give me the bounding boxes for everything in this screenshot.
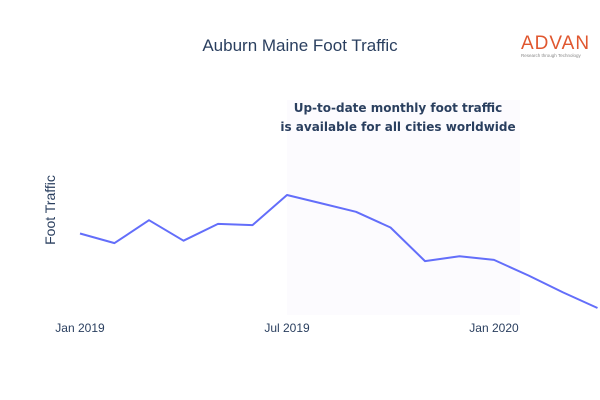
plot-shaded-region [287, 100, 520, 315]
logo-wordmark: ADVAN [521, 33, 590, 54]
x-tick-label: Jul 2019 [264, 321, 310, 335]
chart-title: Auburn Maine Foot Traffic [202, 36, 398, 55]
x-tick-label: Jan 2020 [469, 321, 519, 335]
logo-tagline: Research through Technology [521, 53, 581, 58]
annotation-line-1: Up-to-date monthly foot traffic [294, 101, 503, 115]
annotation-line-2: is available for all cities worldwide [280, 120, 515, 134]
y-axis-label: Foot Traffic [42, 175, 58, 245]
x-tick-label: Jan 2019 [55, 321, 105, 335]
advan-logo: ADVAN Research through Technology [521, 33, 590, 58]
series-line [79, 194, 598, 309]
series-layer [79, 194, 598, 309]
